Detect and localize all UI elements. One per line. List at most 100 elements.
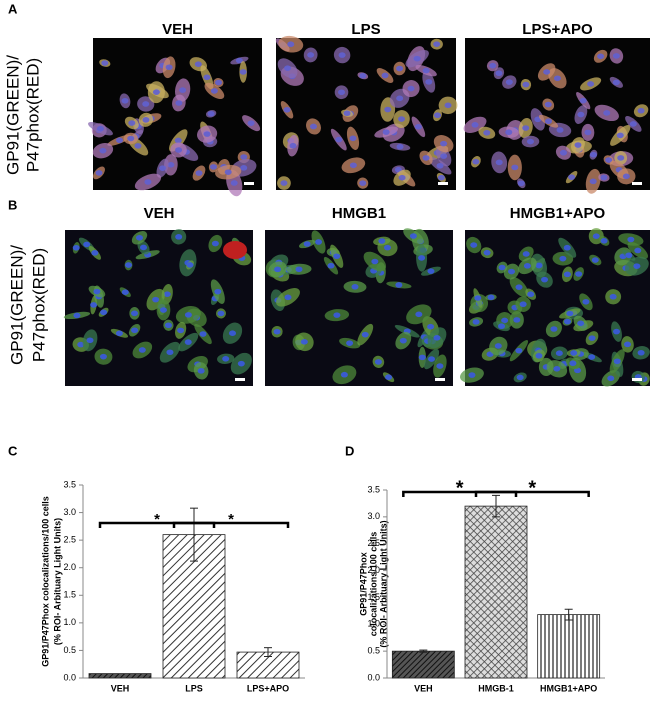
significance-star: * <box>228 511 234 528</box>
nucleus <box>584 129 592 136</box>
nucleus <box>214 79 222 86</box>
micrograph <box>88 38 262 197</box>
nucleus <box>247 120 255 126</box>
nucleus <box>487 294 495 301</box>
nucleus <box>396 65 404 72</box>
nucleus <box>559 255 567 262</box>
y-tick-label: 2.5 <box>367 538 380 548</box>
nucleus <box>589 178 597 185</box>
nucleus <box>136 234 144 241</box>
nucleus <box>310 123 318 130</box>
nucleus <box>472 158 480 165</box>
nucleus <box>591 257 599 263</box>
nucleus <box>422 67 430 74</box>
nucleus <box>563 271 571 278</box>
nucleus <box>351 283 359 290</box>
micrograph <box>460 228 650 387</box>
nucleus <box>589 151 597 158</box>
nucleus <box>95 170 103 176</box>
nucleus <box>134 143 142 149</box>
nucleus <box>444 102 452 109</box>
nucleus <box>125 262 133 268</box>
nucleus <box>280 180 288 186</box>
y-tick-label: 3.0 <box>367 511 380 521</box>
significance-star: * <box>154 511 160 528</box>
nucleus <box>346 340 354 346</box>
nucleus <box>563 244 571 251</box>
nucleus <box>121 97 129 104</box>
nucleus <box>427 268 435 274</box>
nucleus <box>72 244 80 251</box>
y-tick-label: 2.0 <box>367 565 380 575</box>
nucleus <box>349 135 357 142</box>
panel-letter: B <box>8 197 17 212</box>
nucleus <box>414 124 422 130</box>
nucleus <box>163 291 171 298</box>
nucleus <box>295 266 303 273</box>
nucleus <box>495 70 503 77</box>
nucleus <box>142 101 150 107</box>
micrograph <box>63 229 253 386</box>
nucleus <box>622 173 630 180</box>
significance-bracket <box>172 521 290 528</box>
nucleus <box>544 118 552 125</box>
nucleus <box>273 328 281 335</box>
x-tick-label: HMGB-1 <box>478 683 514 693</box>
nucleus <box>629 121 637 127</box>
nucleus <box>73 312 81 319</box>
nucleus <box>359 72 367 79</box>
nucleus <box>138 347 146 353</box>
nucleus <box>382 129 390 135</box>
nucleus <box>637 107 645 114</box>
nucleus <box>83 241 91 248</box>
nucleus <box>207 110 215 117</box>
nucleus <box>287 41 295 48</box>
nucleus <box>384 106 392 113</box>
y-tick-label: 1.5 <box>63 590 76 600</box>
nucleus <box>96 125 104 132</box>
nucleus <box>115 330 123 337</box>
nucleus <box>612 53 620 59</box>
nucleus <box>361 331 369 338</box>
scale-bar <box>244 182 254 185</box>
nucleus <box>433 112 441 119</box>
nucleus <box>535 352 543 359</box>
nucleus <box>522 125 530 131</box>
nucleus <box>383 244 391 251</box>
nucleus <box>209 164 217 170</box>
nucleus <box>338 89 346 96</box>
nucleus <box>371 258 379 265</box>
nucleus <box>398 174 406 181</box>
nucleus <box>570 350 578 356</box>
nucleus <box>519 301 527 308</box>
nucleus <box>224 169 232 175</box>
bar <box>88 673 152 679</box>
nucleus <box>214 288 222 295</box>
nucleus <box>505 129 513 136</box>
nucleus <box>333 312 341 318</box>
nucleus <box>523 263 531 269</box>
nucleus <box>199 331 207 337</box>
nucleus <box>175 147 183 153</box>
nucleus <box>483 129 491 136</box>
error-bar <box>190 507 198 562</box>
nucleus <box>240 154 248 160</box>
nucleus <box>100 309 108 316</box>
nucleus <box>179 87 187 93</box>
nucleus <box>605 157 613 163</box>
nucleus <box>167 162 175 168</box>
nucleus <box>633 263 641 269</box>
nucleus <box>90 302 98 308</box>
nucleus <box>239 69 247 75</box>
image-label: LPS <box>351 21 380 38</box>
nucleus <box>515 347 523 354</box>
nucleus <box>422 155 430 161</box>
significance-bracket <box>474 490 590 497</box>
scale-bar <box>235 378 245 381</box>
y-tick-label: 1.0 <box>367 619 380 629</box>
nucleus <box>568 174 576 180</box>
nucleus <box>522 251 530 257</box>
chart-letter: D <box>345 443 354 458</box>
nucleus <box>600 238 608 244</box>
nucleus <box>284 294 292 301</box>
